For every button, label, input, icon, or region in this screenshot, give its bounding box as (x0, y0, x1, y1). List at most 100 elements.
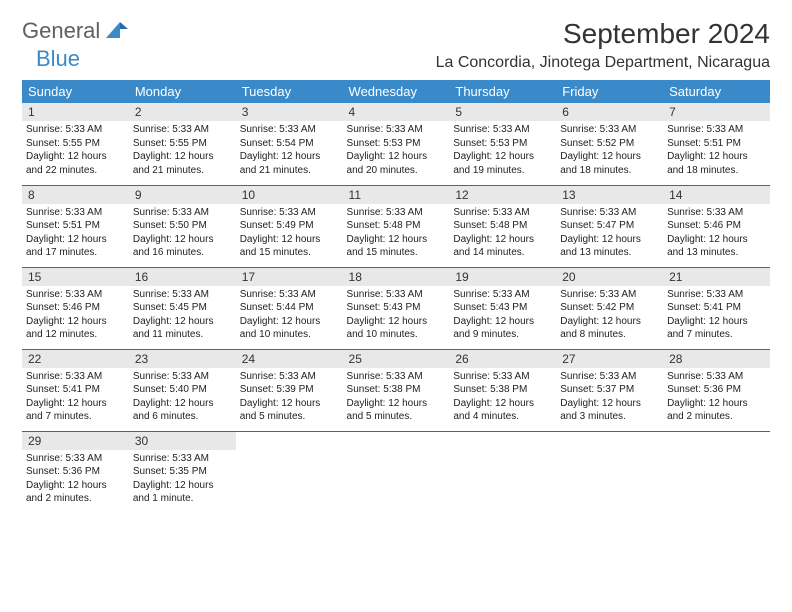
title-block: September 2024 La Concordia, Jinotega De… (436, 18, 770, 72)
weekday-header: Sunday (22, 80, 129, 103)
day-info: Sunrise: 5:33 AMSunset: 5:40 PMDaylight:… (129, 368, 236, 426)
day-number: 4 (343, 103, 450, 121)
brand-icon (106, 20, 128, 43)
day-number: 5 (449, 103, 556, 121)
day-info: Sunrise: 5:33 AMSunset: 5:44 PMDaylight:… (236, 286, 343, 344)
weekday-header: Tuesday (236, 80, 343, 103)
calendar-body: 1Sunrise: 5:33 AMSunset: 5:55 PMDaylight… (22, 103, 770, 513)
calendar-head: SundayMondayTuesdayWednesdayThursdayFrid… (22, 80, 770, 103)
calendar-cell: 27Sunrise: 5:33 AMSunset: 5:37 PMDayligh… (556, 349, 663, 431)
day-number: 18 (343, 268, 450, 286)
day-info: Sunrise: 5:33 AMSunset: 5:43 PMDaylight:… (343, 286, 450, 344)
day-number: 6 (556, 103, 663, 121)
day-number: 19 (449, 268, 556, 286)
calendar-table: SundayMondayTuesdayWednesdayThursdayFrid… (22, 80, 770, 513)
day-info: Sunrise: 5:33 AMSunset: 5:45 PMDaylight:… (129, 286, 236, 344)
weekday-header: Friday (556, 80, 663, 103)
day-number: 12 (449, 186, 556, 204)
calendar-cell: 20Sunrise: 5:33 AMSunset: 5:42 PMDayligh… (556, 267, 663, 349)
location-text: La Concordia, Jinotega Department, Nicar… (436, 54, 770, 72)
day-info: Sunrise: 5:33 AMSunset: 5:38 PMDaylight:… (343, 368, 450, 426)
brand-part1: General (22, 18, 100, 44)
day-number: 11 (343, 186, 450, 204)
day-info: Sunrise: 5:33 AMSunset: 5:43 PMDaylight:… (449, 286, 556, 344)
day-number: 25 (343, 350, 450, 368)
calendar-cell (343, 431, 450, 513)
day-info: Sunrise: 5:33 AMSunset: 5:46 PMDaylight:… (22, 286, 129, 344)
weekday-header: Wednesday (343, 80, 450, 103)
day-info: Sunrise: 5:33 AMSunset: 5:53 PMDaylight:… (343, 121, 450, 179)
day-info: Sunrise: 5:33 AMSunset: 5:47 PMDaylight:… (556, 204, 663, 262)
calendar-cell: 26Sunrise: 5:33 AMSunset: 5:38 PMDayligh… (449, 349, 556, 431)
calendar-cell: 16Sunrise: 5:33 AMSunset: 5:45 PMDayligh… (129, 267, 236, 349)
day-info: Sunrise: 5:33 AMSunset: 5:48 PMDaylight:… (449, 204, 556, 262)
calendar-cell: 15Sunrise: 5:33 AMSunset: 5:46 PMDayligh… (22, 267, 129, 349)
calendar-cell: 7Sunrise: 5:33 AMSunset: 5:51 PMDaylight… (663, 103, 770, 185)
day-info: Sunrise: 5:33 AMSunset: 5:36 PMDaylight:… (663, 368, 770, 426)
weekday-header: Saturday (663, 80, 770, 103)
calendar-cell: 1Sunrise: 5:33 AMSunset: 5:55 PMDaylight… (22, 103, 129, 185)
weekday-header: Thursday (449, 80, 556, 103)
calendar-cell: 5Sunrise: 5:33 AMSunset: 5:53 PMDaylight… (449, 103, 556, 185)
day-number: 17 (236, 268, 343, 286)
day-info: Sunrise: 5:33 AMSunset: 5:41 PMDaylight:… (22, 368, 129, 426)
day-info: Sunrise: 5:33 AMSunset: 5:52 PMDaylight:… (556, 121, 663, 179)
calendar-cell: 12Sunrise: 5:33 AMSunset: 5:48 PMDayligh… (449, 185, 556, 267)
day-info: Sunrise: 5:33 AMSunset: 5:41 PMDaylight:… (663, 286, 770, 344)
day-number: 28 (663, 350, 770, 368)
day-number: 27 (556, 350, 663, 368)
calendar-cell: 2Sunrise: 5:33 AMSunset: 5:55 PMDaylight… (129, 103, 236, 185)
day-info: Sunrise: 5:33 AMSunset: 5:37 PMDaylight:… (556, 368, 663, 426)
day-number: 24 (236, 350, 343, 368)
day-number: 2 (129, 103, 236, 121)
day-number: 1 (22, 103, 129, 121)
day-info: Sunrise: 5:33 AMSunset: 5:50 PMDaylight:… (129, 204, 236, 262)
calendar-cell: 4Sunrise: 5:33 AMSunset: 5:53 PMDaylight… (343, 103, 450, 185)
calendar-cell (556, 431, 663, 513)
day-number: 9 (129, 186, 236, 204)
calendar-cell: 8Sunrise: 5:33 AMSunset: 5:51 PMDaylight… (22, 185, 129, 267)
day-number: 16 (129, 268, 236, 286)
day-info: Sunrise: 5:33 AMSunset: 5:55 PMDaylight:… (129, 121, 236, 179)
day-number: 10 (236, 186, 343, 204)
day-info: Sunrise: 5:33 AMSunset: 5:48 PMDaylight:… (343, 204, 450, 262)
calendar-cell: 9Sunrise: 5:33 AMSunset: 5:50 PMDaylight… (129, 185, 236, 267)
month-title: September 2024 (436, 18, 770, 50)
calendar-cell: 21Sunrise: 5:33 AMSunset: 5:41 PMDayligh… (663, 267, 770, 349)
calendar-cell: 3Sunrise: 5:33 AMSunset: 5:54 PMDaylight… (236, 103, 343, 185)
day-number: 21 (663, 268, 770, 286)
header: General September 2024 La Concordia, Jin… (22, 18, 770, 72)
calendar-cell: 19Sunrise: 5:33 AMSunset: 5:43 PMDayligh… (449, 267, 556, 349)
calendar-cell: 25Sunrise: 5:33 AMSunset: 5:38 PMDayligh… (343, 349, 450, 431)
calendar-cell: 29Sunrise: 5:33 AMSunset: 5:36 PMDayligh… (22, 431, 129, 513)
calendar-cell: 6Sunrise: 5:33 AMSunset: 5:52 PMDaylight… (556, 103, 663, 185)
day-number: 14 (663, 186, 770, 204)
day-number: 3 (236, 103, 343, 121)
calendar-cell: 24Sunrise: 5:33 AMSunset: 5:39 PMDayligh… (236, 349, 343, 431)
day-number: 23 (129, 350, 236, 368)
day-info: Sunrise: 5:33 AMSunset: 5:38 PMDaylight:… (449, 368, 556, 426)
calendar-cell: 18Sunrise: 5:33 AMSunset: 5:43 PMDayligh… (343, 267, 450, 349)
day-info: Sunrise: 5:33 AMSunset: 5:42 PMDaylight:… (556, 286, 663, 344)
day-number: 20 (556, 268, 663, 286)
day-info: Sunrise: 5:33 AMSunset: 5:35 PMDaylight:… (129, 450, 236, 508)
calendar-cell: 14Sunrise: 5:33 AMSunset: 5:46 PMDayligh… (663, 185, 770, 267)
day-number: 13 (556, 186, 663, 204)
day-number: 30 (129, 432, 236, 450)
calendar-cell: 11Sunrise: 5:33 AMSunset: 5:48 PMDayligh… (343, 185, 450, 267)
day-number: 26 (449, 350, 556, 368)
day-info: Sunrise: 5:33 AMSunset: 5:54 PMDaylight:… (236, 121, 343, 179)
day-info: Sunrise: 5:33 AMSunset: 5:36 PMDaylight:… (22, 450, 129, 508)
day-info: Sunrise: 5:33 AMSunset: 5:51 PMDaylight:… (663, 121, 770, 179)
calendar-cell: 22Sunrise: 5:33 AMSunset: 5:41 PMDayligh… (22, 349, 129, 431)
calendar-cell: 30Sunrise: 5:33 AMSunset: 5:35 PMDayligh… (129, 431, 236, 513)
day-info: Sunrise: 5:33 AMSunset: 5:55 PMDaylight:… (22, 121, 129, 179)
calendar-cell (236, 431, 343, 513)
weekday-header: Monday (129, 80, 236, 103)
calendar-cell: 23Sunrise: 5:33 AMSunset: 5:40 PMDayligh… (129, 349, 236, 431)
day-info: Sunrise: 5:33 AMSunset: 5:51 PMDaylight:… (22, 204, 129, 262)
calendar-cell: 10Sunrise: 5:33 AMSunset: 5:49 PMDayligh… (236, 185, 343, 267)
day-info: Sunrise: 5:33 AMSunset: 5:53 PMDaylight:… (449, 121, 556, 179)
day-number: 7 (663, 103, 770, 121)
calendar-cell (663, 431, 770, 513)
